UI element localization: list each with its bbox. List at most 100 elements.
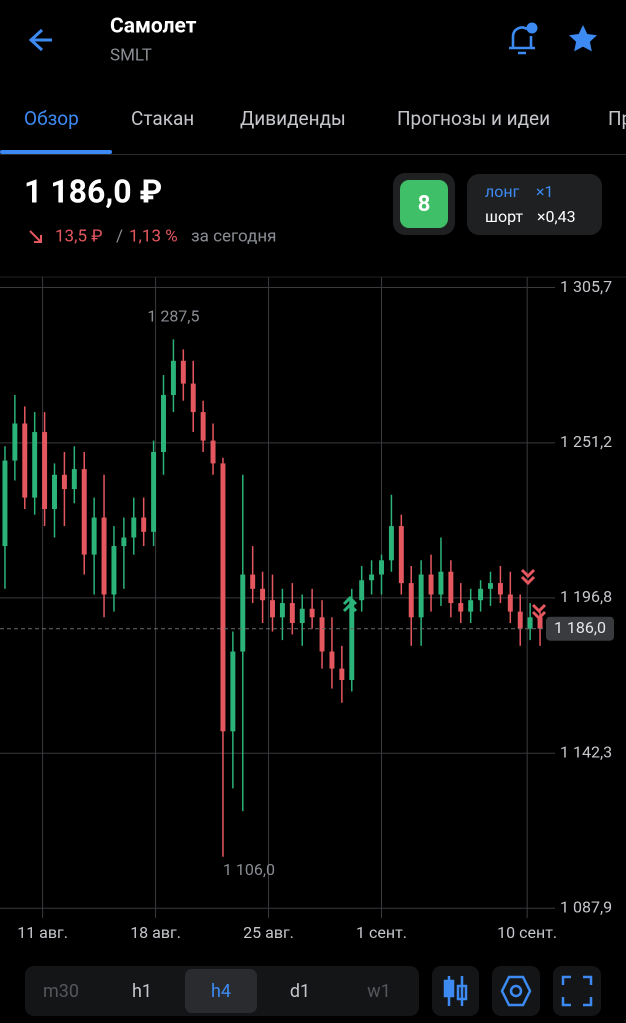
candle-body: [71, 469, 77, 490]
change: 13,5 ₽: [55, 226, 103, 246]
candle-body: [527, 617, 533, 629]
candle-body: [101, 517, 107, 595]
indicator-button[interactable]: [432, 966, 479, 1016]
down-arrow: [29, 230, 42, 243]
favorite-button[interactable]: [569, 25, 597, 52]
x-tick-label: 18 авг.: [130, 923, 181, 942]
candle-body: [537, 617, 543, 629]
long-value: ×1: [536, 182, 554, 201]
timeframe[interactable]: w1: [367, 981, 391, 1002]
score-badge[interactable]: [400, 180, 448, 228]
extreme-label: 1 287,5: [147, 307, 199, 326]
x-tick-label: 11 авг.: [17, 923, 68, 942]
candle-body: [279, 603, 285, 618]
candle-body: [388, 526, 394, 561]
period: за сегодня: [191, 226, 276, 246]
y-tick-label: 1 196,8: [560, 587, 612, 606]
y-tick-label: 1 142,3: [560, 742, 612, 761]
change-percent: 1,13 %: [129, 226, 178, 246]
candle-body: [180, 360, 186, 384]
tab[interactable]: Обзор: [24, 107, 79, 130]
tab[interactable]: Дивиденды: [240, 107, 346, 130]
y-tick-label: 1 305,7: [560, 277, 612, 296]
candle-body: [240, 574, 246, 652]
extreme-label: 1 106,0: [223, 860, 275, 879]
candle-body: [349, 600, 355, 681]
candle-body: [260, 588, 266, 601]
candle-body: [299, 608, 305, 624]
candle-body: [289, 603, 295, 624]
notify-button[interactable]: [509, 22, 538, 55]
candle-body: [81, 469, 87, 555]
candle-body: [369, 574, 375, 581]
candle-body: [12, 423, 18, 461]
settings-button[interactable]: [492, 966, 540, 1016]
candle-body: [52, 474, 57, 510]
fullscreen-button[interactable]: [553, 966, 601, 1016]
x-tick-label: 10 сент.: [497, 923, 557, 942]
candle-body: [22, 423, 28, 498]
candle-body: [230, 651, 236, 732]
sell-signal: [520, 568, 547, 621]
candle-body: [507, 594, 513, 612]
candle-body: [61, 474, 67, 490]
y-tick-label: 1 251,2: [560, 432, 612, 451]
candle-body: [42, 432, 48, 510]
settings-icon: [500, 975, 532, 1007]
candle-body: [309, 608, 315, 618]
candle-body: [408, 583, 414, 618]
fullscreen-icon: [561, 975, 593, 1007]
timeframe[interactable]: h1: [132, 981, 152, 1002]
candle-body: [190, 383, 196, 413]
candle-body: [488, 583, 493, 589]
timeframe[interactable]: d1: [290, 981, 310, 1002]
candle-body: [131, 517, 137, 538]
candle-body: [448, 571, 454, 604]
candle-body: [121, 537, 127, 547]
timeframe-active: [185, 969, 257, 1013]
candle-body: [359, 580, 365, 601]
tab[interactable]: Стакан: [131, 107, 194, 130]
candle-body: [319, 617, 325, 652]
long-short-box[interactable]: [467, 174, 602, 235]
candle-body: [458, 603, 464, 612]
back-button[interactable]: [28, 28, 52, 52]
ticker: SMLT: [110, 45, 152, 65]
short-label: шорт: [485, 207, 523, 226]
candle-body: [161, 394, 166, 452]
candle-body: [32, 432, 38, 498]
buy-signal: [342, 595, 358, 613]
candle-body: [250, 574, 256, 589]
indicator-icon: [443, 976, 468, 1006]
long-label: лонг: [485, 182, 520, 201]
candle-body: [111, 546, 117, 595]
candle-body: [398, 526, 404, 584]
candle-body: [517, 611, 523, 629]
x-tick-label: 1 сент.: [356, 923, 407, 942]
x-tick-label: 25 авг.: [243, 923, 294, 942]
candle-body: [379, 560, 384, 575]
short-value: ×0,43: [537, 207, 576, 226]
tab[interactable]: Прогнозы и идеи: [397, 107, 550, 130]
candle-body: [170, 360, 176, 395]
candle-body: [497, 583, 503, 595]
timeframe[interactable]: h4: [211, 981, 231, 1002]
timeframe[interactable]: m30: [43, 981, 79, 1002]
last-price-tag: [546, 616, 614, 641]
candle-body: [91, 517, 97, 555]
score: 8: [418, 192, 431, 217]
separator-text: /: [116, 226, 123, 246]
candle-body: [270, 600, 275, 618]
candle-body: [210, 440, 216, 464]
chart: 1 087,9 1 142,3 1 196,8 1 251,2 1 305,7 11 ав…: [0, 276, 626, 942]
title: Самолет: [110, 15, 197, 39]
candle-body: [418, 574, 424, 618]
candle-body: [2, 460, 8, 547]
tab[interactable]: Пр: [608, 107, 626, 130]
candle-body: [428, 574, 434, 595]
price: 1 186,0 ₽: [24, 172, 162, 210]
last-price-label: 1 186,0: [554, 618, 606, 637]
candle-body: [141, 517, 147, 532]
